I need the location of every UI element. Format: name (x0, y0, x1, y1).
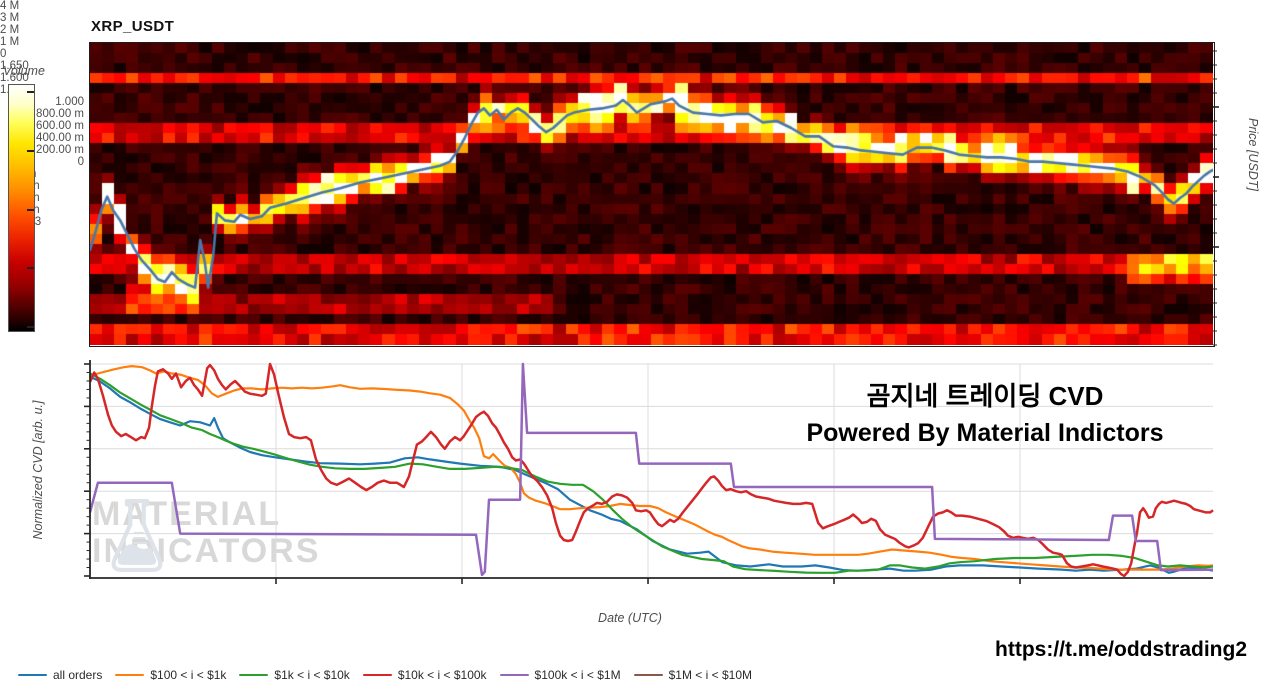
cvd-y-tick-label: 600.00 m (36, 120, 84, 132)
legend-swatch (499, 673, 529, 677)
legend-swatch (115, 673, 145, 677)
flask-icon (111, 498, 163, 573)
cvd-y-tick-label: 200.00 m (36, 144, 84, 156)
legend-label: $1k < i < $10k (274, 668, 350, 682)
price-axis-label: Price [USDT] (1246, 118, 1260, 191)
colorbar-tick-label: 4 M (0, 0, 20, 12)
cvd-y-tick-label: 0 (77, 156, 84, 168)
legend-label: $10k < i < $100k (397, 668, 487, 682)
price-tick-label: 1.600 (0, 72, 29, 84)
legend-item: $100k < i < $1M (499, 668, 621, 682)
legend-item: $1M < i < $10M (633, 668, 752, 682)
colorbar-tick-mark (27, 149, 34, 152)
colorbar-tick-label: 3 M (0, 12, 20, 24)
annotation-korean-title: 곰지네 트레이딩 CVD (866, 381, 1104, 411)
chart-title: XRP_USDT (91, 18, 175, 35)
annotation-powered-by: Powered By Material Indictors (806, 419, 1164, 447)
price-tick-label: 1.650 (0, 60, 29, 72)
legend-swatch (362, 673, 392, 677)
legend-swatch (239, 673, 269, 677)
colorbar-tick-label: 0 (0, 48, 7, 60)
heatmap-canvas (90, 43, 1213, 345)
cvd-y-tick-label: 400.00 m (36, 132, 84, 144)
colorbar-tick-mark (27, 326, 34, 328)
legend-item: all orders (18, 668, 102, 682)
colorbar-tick-label: 1 M (0, 36, 20, 48)
colorbar-label: Volume (3, 64, 45, 78)
colorbar-tick-label: 2 M (0, 24, 20, 36)
cvd-y-tick-label: 800.00 m (36, 108, 84, 120)
legend-item: $10k < i < $100k (362, 668, 487, 682)
legend: all orders $100 < i < $1k $1k < i < $10k $1… (18, 668, 752, 682)
colorbar-tick-mark (27, 208, 34, 211)
cvd-y-tick-label: 1.000 (55, 96, 84, 108)
telegram-url: https://t.me/oddstrading2 (995, 638, 1247, 661)
legend-swatch (633, 673, 663, 677)
legend-swatch (18, 673, 47, 677)
legend-item: $100 < i < $1k (115, 668, 226, 682)
colorbar-tick-mark (27, 91, 34, 93)
legend-label: $1M < i < $10M (668, 668, 752, 682)
legend-label: all orders (53, 668, 103, 682)
annotation-overlay: 곰지네 트레이딩 CVD Powered By Material Indicto… (755, 378, 1215, 452)
legend-label: $100 < i < $1k (150, 668, 227, 682)
legend-item: $1k < i < $10k (239, 668, 350, 682)
cvd-x-axis-label: Date (UTC) (598, 611, 662, 625)
volume-colorbar (8, 84, 35, 332)
colorbar-tick-mark (27, 267, 34, 270)
legend-label: $100k < i < $1M (534, 668, 621, 682)
heatmap-frame (89, 42, 1215, 347)
cvd-y-axis-label: Normalized CVD [arb. u.] (31, 400, 45, 540)
material-indicators-watermark: MATERIAL INDICATORS (92, 496, 320, 573)
